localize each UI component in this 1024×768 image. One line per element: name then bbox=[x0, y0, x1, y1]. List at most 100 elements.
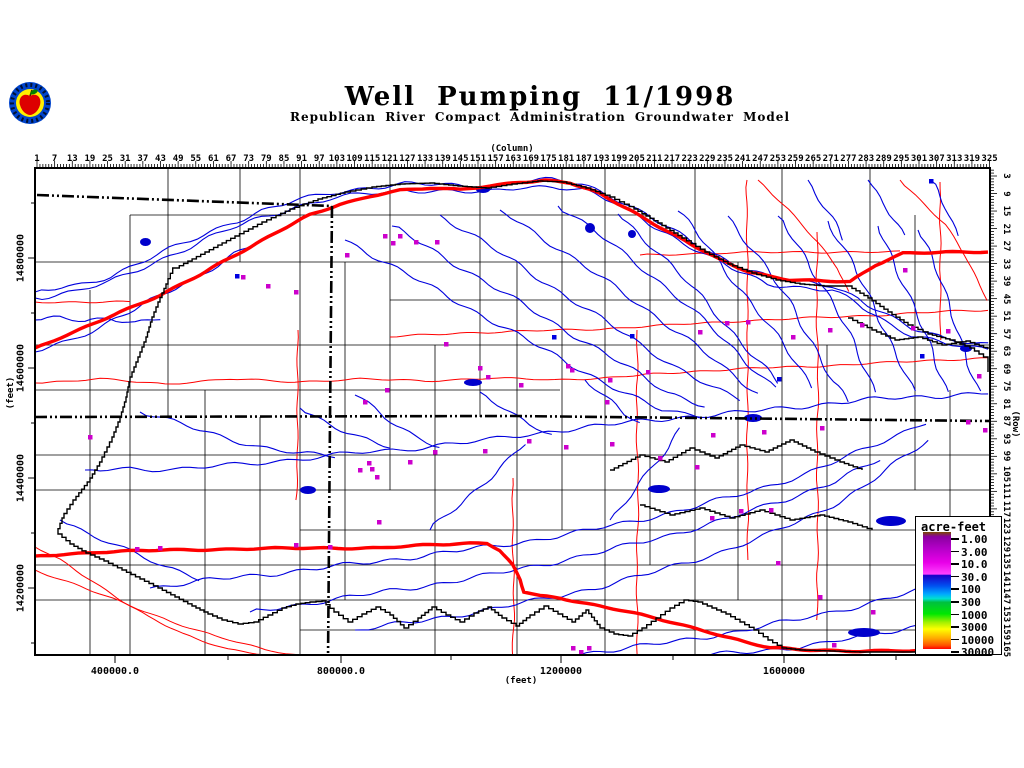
highway-thick bbox=[36, 178, 989, 350]
river bbox=[36, 185, 989, 350]
well-marker bbox=[564, 445, 569, 450]
reservoir bbox=[464, 379, 482, 386]
well-marker bbox=[605, 400, 610, 405]
column-tick-label: 169 bbox=[522, 154, 540, 164]
legend-tick bbox=[951, 563, 959, 565]
well-marker bbox=[711, 433, 716, 438]
well-marker bbox=[345, 253, 350, 258]
state-border bbox=[36, 193, 333, 208]
well-marker bbox=[391, 241, 396, 246]
reservoir bbox=[744, 414, 762, 422]
highway-thin bbox=[639, 357, 988, 376]
column-tick-label: 259 bbox=[787, 154, 804, 164]
column-tick-label: 301 bbox=[910, 154, 928, 164]
river bbox=[727, 215, 849, 403]
column-tick-label: 181 bbox=[558, 154, 575, 164]
river bbox=[429, 444, 526, 531]
well-marker bbox=[977, 374, 982, 379]
well-marker bbox=[791, 335, 796, 340]
row-tick-label: 33 bbox=[1001, 258, 1011, 270]
column-tick-label: 145 bbox=[452, 154, 469, 164]
river bbox=[479, 391, 552, 435]
row-tick-label: 15 bbox=[1001, 205, 1011, 217]
column-tick-label: 85 bbox=[278, 154, 290, 164]
column-tick-label: 151 bbox=[469, 154, 487, 164]
highway-thin bbox=[815, 231, 820, 621]
row-tick-label: 69 bbox=[1001, 363, 1011, 375]
row-tick-label: 117 bbox=[1001, 500, 1011, 518]
column-tick-label: 325 bbox=[981, 154, 998, 164]
column-tick-label: 13 bbox=[66, 154, 78, 164]
river bbox=[139, 411, 336, 459]
highway-thin bbox=[899, 179, 988, 301]
left-tick-label: 14200000 bbox=[15, 563, 27, 613]
bottom-tick-label: 1200000 bbox=[539, 666, 583, 677]
model-boundary bbox=[57, 267, 989, 653]
river bbox=[149, 423, 927, 589]
well-marker bbox=[739, 509, 744, 514]
column-tick-label: 229 bbox=[699, 154, 716, 164]
column-tick-label: 31 bbox=[119, 154, 131, 164]
well-marker bbox=[358, 468, 363, 473]
row-tick-label: 75 bbox=[1001, 380, 1011, 392]
well-marker bbox=[571, 646, 576, 651]
legend-tick bbox=[951, 601, 959, 603]
legend-tick-label: 100 bbox=[961, 583, 981, 597]
highway-thin bbox=[36, 569, 296, 654]
well-marker bbox=[646, 370, 651, 375]
river bbox=[391, 225, 705, 408]
well-marker bbox=[695, 465, 700, 470]
river bbox=[867, 179, 906, 236]
legend-tick bbox=[951, 613, 959, 616]
highway-thin bbox=[639, 250, 901, 256]
well-marker bbox=[966, 420, 971, 425]
well-marker bbox=[294, 290, 299, 295]
river bbox=[36, 176, 989, 345]
highway-thin bbox=[635, 329, 640, 654]
legend-tick-label: 30000 bbox=[961, 646, 995, 660]
column-tick-label: 283 bbox=[857, 154, 875, 164]
map-frame bbox=[34, 167, 991, 656]
well-marker bbox=[710, 516, 715, 521]
column-tick-label: 163 bbox=[505, 154, 522, 164]
well-marker bbox=[88, 435, 93, 440]
well-marker bbox=[408, 460, 413, 465]
highway-thin bbox=[939, 181, 942, 341]
well-marker bbox=[945, 656, 950, 661]
river bbox=[84, 392, 989, 473]
well-marker bbox=[946, 329, 951, 334]
well-marker bbox=[658, 456, 663, 461]
legend-tick bbox=[951, 626, 959, 628]
column-tick-label: 223 bbox=[681, 154, 698, 164]
reservoir bbox=[140, 238, 151, 246]
well-marker bbox=[832, 643, 837, 648]
column-tick-label: 307 bbox=[928, 154, 945, 164]
well-marker bbox=[610, 442, 615, 447]
column-tick-label: 241 bbox=[734, 154, 751, 164]
well-marker bbox=[370, 467, 375, 472]
column-tick-label: 79 bbox=[260, 154, 272, 164]
row-tick-label: 3 bbox=[1001, 173, 1011, 179]
river bbox=[36, 315, 161, 323]
river bbox=[807, 179, 843, 241]
well-marker-blue bbox=[235, 274, 240, 279]
well-marker bbox=[367, 461, 372, 466]
bottom-tick-label: 400000.0 bbox=[90, 666, 140, 677]
river bbox=[439, 214, 741, 402]
legend-tick bbox=[951, 538, 959, 540]
column-tick-label: 7 bbox=[51, 154, 58, 164]
column-tick-label: 271 bbox=[822, 154, 839, 164]
well-marker bbox=[328, 545, 333, 550]
well-marker bbox=[433, 450, 438, 455]
legend-tick bbox=[951, 638, 959, 641]
river bbox=[354, 394, 440, 449]
page-subtitle: Republican River Compact Administration … bbox=[289, 110, 790, 124]
row-tick-label: 39 bbox=[1001, 275, 1011, 287]
well-marker-blue bbox=[552, 335, 557, 340]
well-marker bbox=[818, 595, 823, 600]
legend-tick-label: 300 bbox=[961, 596, 981, 609]
column-tick-label: 253 bbox=[769, 154, 787, 164]
legend-tick-label: 3.00 bbox=[961, 545, 988, 559]
apple-leaf-icon bbox=[30, 89, 38, 95]
